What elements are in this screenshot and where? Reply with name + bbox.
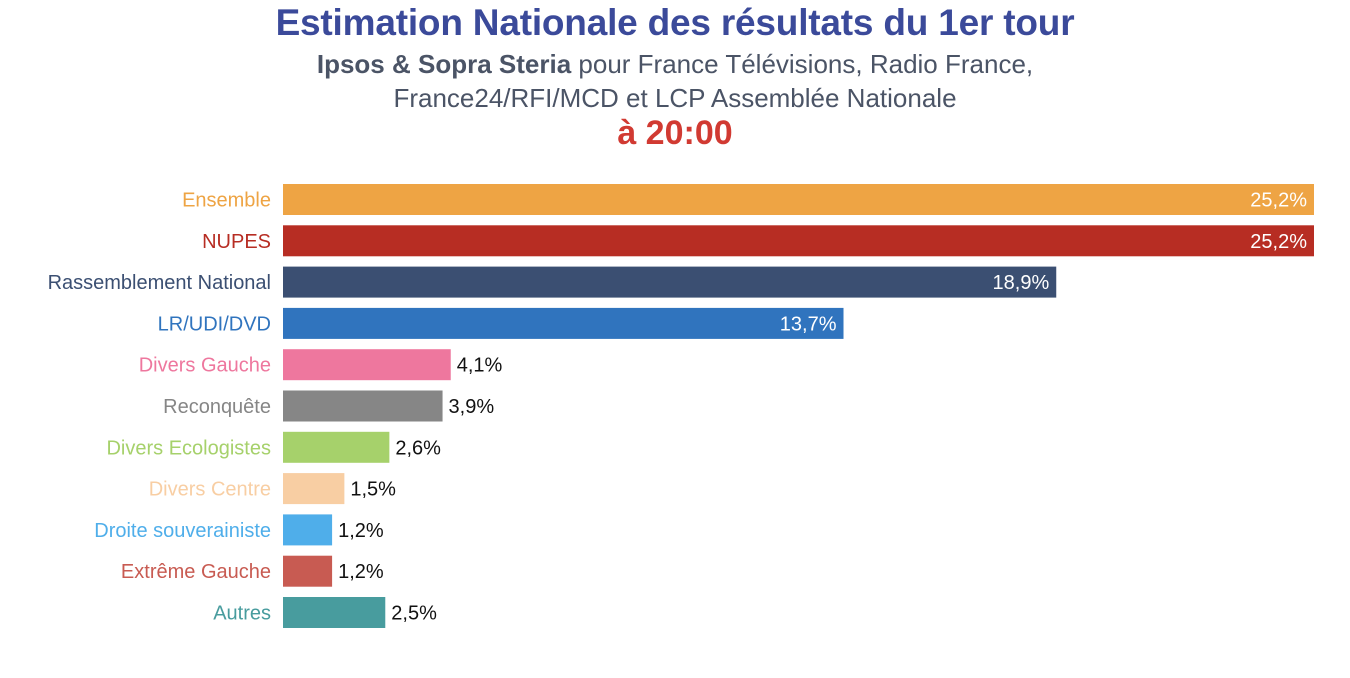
value-label: 4,1% [457,355,503,377]
value-label: 3,9% [449,396,495,418]
bar-row: LR/UDI/DVD 13,7% [158,307,844,339]
bar [283,266,1057,298]
pollster-name: Ipsos & Sopra Steria [316,49,572,79]
bar-row: Droite souverainiste 1,2% [94,514,384,546]
bar [283,349,451,381]
value-label: 25,2% [1250,190,1307,212]
category-label: Divers Centre [149,479,271,501]
category-label: Droite souverainiste [94,520,271,542]
bar [283,473,345,505]
value-label: 2,6% [395,437,441,459]
category-label: NUPES [202,231,271,253]
bar-row: Ensemble 25,2% [182,184,1314,215]
value-label: 25,2% [1250,231,1307,253]
chart-subtitle-line2: France24/RFI/MCD et LCP Assemblée Nation… [393,83,957,113]
bar-row: Autres 2,5% [213,597,437,628]
bar-row: Divers Ecologistes 2,6% [106,431,441,463]
bar-row: Rassemblement National 18,9% [48,266,1057,298]
bar [283,184,1314,215]
bar [283,225,1314,257]
chart-title: Estimation Nationale des résultats du 1e… [275,2,1075,43]
category-label: Divers Gauche [139,355,271,377]
category-label: Autres [213,603,271,625]
value-label: 1,2% [338,561,384,583]
bar [283,597,386,628]
bar-row: Divers Gauche 4,1% [139,349,503,381]
bar [283,390,443,422]
bar-row: Divers Centre 1,5% [149,473,396,505]
category-label: Extrême Gauche [121,561,271,583]
value-label: 2,5% [391,603,437,625]
value-label: 18,9% [993,272,1050,294]
bar-row: Reconquête 3,9% [163,390,495,422]
category-label: Ensemble [182,190,271,212]
subtitle-media: pour France Télévisions, Radio France, [571,49,1034,79]
category-label: LR/UDI/DVD [158,313,271,335]
value-label: 1,5% [350,479,396,501]
bar [283,555,333,587]
category-label: Divers Ecologistes [106,437,271,459]
value-label: 13,7% [780,313,837,335]
category-label: Rassemblement National [48,272,271,294]
bar [283,431,390,463]
bar-row: Extrême Gauche 1,2% [121,555,384,587]
category-label: Reconquête [163,396,271,418]
estimate-time: à 20:00 [617,114,733,152]
value-label: 1,2% [338,520,384,542]
chart-subtitle-line1: Ipsos & Sopra Steria pour France Télévis… [0,49,1350,80]
bar [283,307,844,339]
bar-row: NUPES 25,2% [202,225,1314,257]
bar [283,514,333,546]
